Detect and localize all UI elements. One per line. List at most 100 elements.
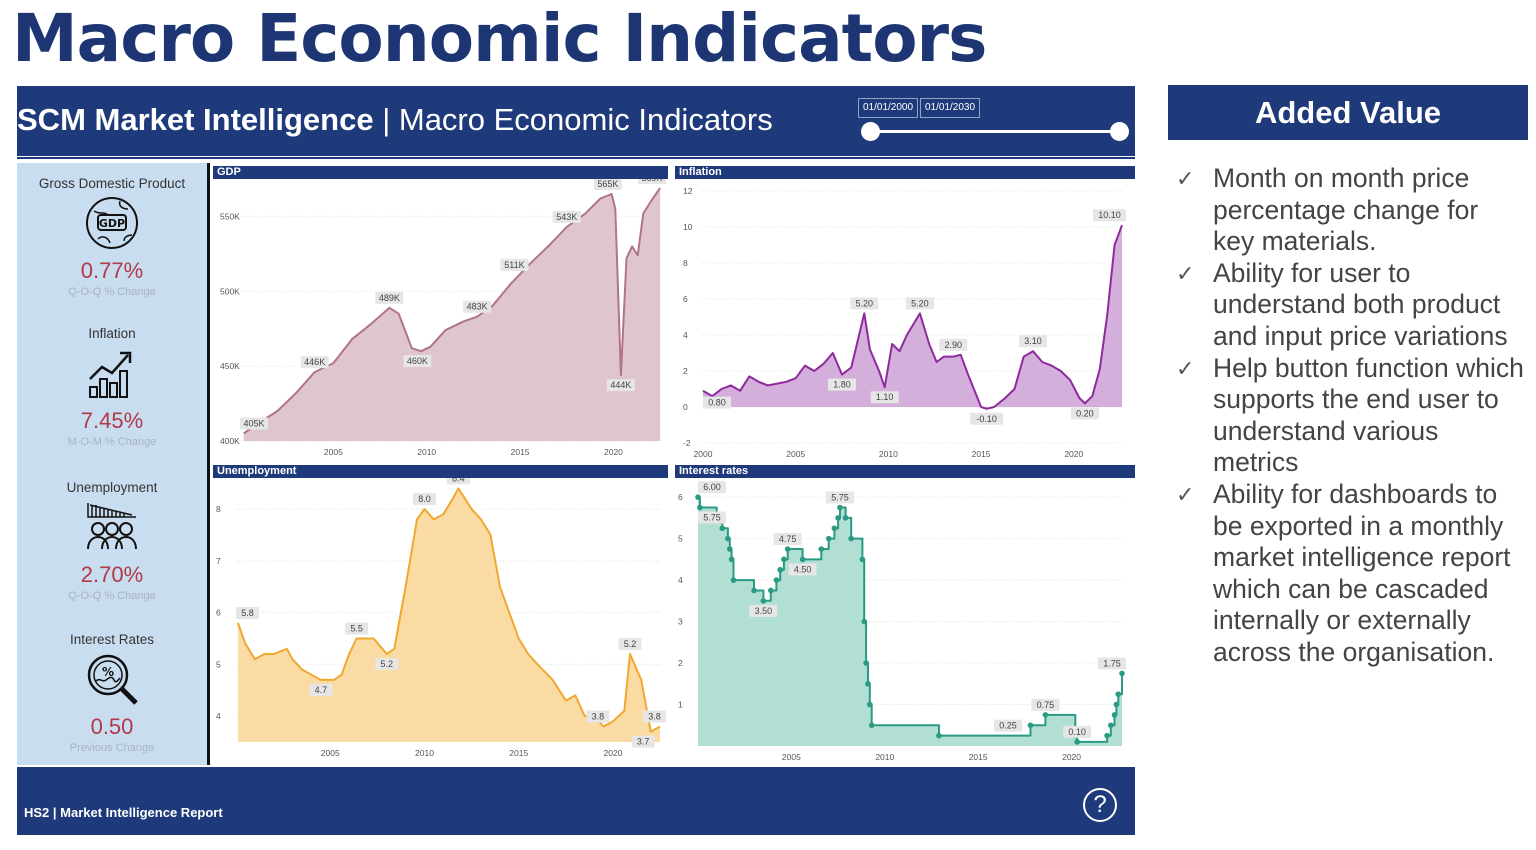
x-tick-label: 2015 [972,449,991,459]
x-tick-label: 2015 [509,748,528,758]
list-item-text: Month on month price percentage change f… [1213,163,1479,257]
chart-title: GDP [213,166,668,179]
y-tick-label: 0 [683,402,688,412]
data-point [1104,732,1110,739]
data-point [865,680,871,687]
data-point [1111,712,1118,718]
data-label-bg [749,604,778,617]
date-range-slider-track[interactable] [870,130,1120,133]
data-point [725,535,731,542]
added-value-title: Added Value [1168,85,1528,140]
date-start-input[interactable]: 01/01/2000 [858,98,919,118]
date-slider-end-handle[interactable] [1110,122,1129,141]
y-tick-label: 8 [216,504,221,514]
data-label-text: 6.00 [703,482,721,492]
data-label: 3.10 [1019,335,1048,348]
y-tick-label: 3 [678,617,683,627]
data-point [719,525,726,532]
data-point [777,566,783,573]
x-tick-label: 2005 [321,748,340,758]
series-area [703,225,1122,409]
data-label: 10.10 [1093,209,1126,222]
data-point [831,525,838,532]
list-item-text: Help button function which supports the … [1213,352,1524,478]
y-tick-label: 6 [216,608,221,618]
date-slider-start-handle[interactable] [861,122,880,141]
y-tick-label: 2 [683,366,688,376]
list-item-text: Ability for dashboards to be exported in… [1213,478,1511,667]
data-point [1074,739,1080,745]
kpi-title: Inflation [88,326,136,341]
data-label-text: 446K [304,357,325,367]
kpi-inflation: Inflation 7.45% M-O-M % Change [17,326,207,448]
data-label-bg [300,356,329,369]
help-button[interactable]: ? [1083,788,1117,822]
data-point [863,660,869,666]
data-label-text: 565K [597,179,618,189]
data-label-bg [870,391,899,404]
y-tick-label: 4 [683,330,688,340]
data-label: 2.90 [939,338,968,351]
data-label-bg [463,300,492,313]
data-label-text: 4.75 [779,534,797,544]
data-point [768,587,774,594]
data-label-text: 3.8 [648,711,661,721]
data-point [1113,701,1120,708]
data-label-bg [773,532,802,545]
dashboard-header: SCM Market Intelligence | Macro Economic… [17,86,1135,156]
y-tick-label: 4 [678,575,683,585]
data-point [861,618,868,625]
kpi-sidebar: Gross Domestic Product GDP 0.77% Q-O-Q %… [17,163,207,765]
data-label-bg [939,338,968,351]
x-tick-label: 2005 [786,449,805,459]
data-label-bg [698,481,726,494]
data-label-bg [825,491,854,504]
series-area [243,188,661,441]
data-point [1119,670,1125,677]
x-tick-label: 2005 [324,447,343,457]
check-icon: ✓ [1176,260,1195,286]
data-label-text: 3.10 [1024,336,1042,346]
data-label: 5.20 [850,297,879,310]
data-label: 5.75 [698,511,726,524]
sidebar-divider [207,163,210,765]
chart-title: Inflation [675,166,1135,179]
data-point [784,546,791,552]
x-tick-label: 2015 [511,447,530,457]
slide-title: Macro Economic Indicators [12,0,987,77]
data-label-text: 1.10 [876,392,894,402]
data-label-text: 2.90 [945,340,963,350]
y-tick-label: 2 [678,658,683,668]
data-label-bg [236,606,259,619]
data-label-text: 4.50 [794,564,812,574]
data-label-bg [788,563,817,576]
data-label-bg [500,258,529,271]
data-label-text: 5.5 [350,623,363,633]
kpi-value: 2.70% [80,562,144,587]
header-divider [17,157,1135,159]
data-label: 511K [500,258,529,271]
gdp-chart-panel: GDP 400K 450K 500K 550K 2005 2010 2015 2020 405K… [213,166,668,460]
data-label-text: 5.75 [703,513,721,523]
data-label-bg [345,622,369,635]
date-end-input[interactable]: 01/01/2030 [920,98,981,118]
data-label: 1.75 [1098,657,1126,670]
y-tick-label: 6 [683,294,688,304]
data-label: 460K [403,355,432,368]
data-label-text: 8.4 [452,478,465,483]
data-label: 405K [240,417,268,430]
data-label: 444K [606,379,635,392]
kpi-value: 0.50 [90,714,134,739]
data-label: 0.20 [1070,407,1099,420]
y-tick-label: 450K [220,361,240,371]
data-point [837,504,843,511]
data-label-bg [593,179,622,190]
data-point [730,577,737,583]
svg-text:%: % [102,665,114,679]
data-label-bg [403,355,432,368]
x-tick-label: 2015 [969,752,988,760]
data-label-bg [643,710,666,723]
data-label-bg [828,378,857,391]
data-label-text: 460K [407,356,428,366]
data-point [773,577,780,583]
